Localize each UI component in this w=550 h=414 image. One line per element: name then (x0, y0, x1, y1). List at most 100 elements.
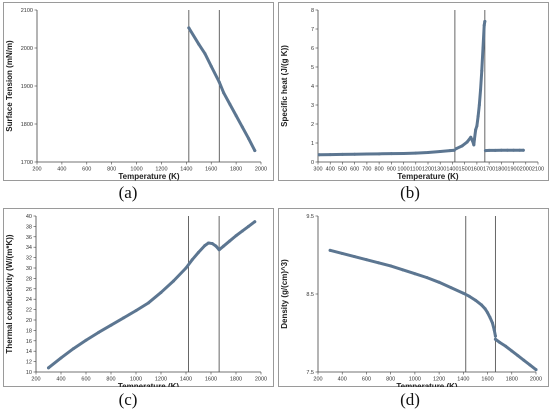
data-point (438, 150, 442, 154)
data-point (469, 135, 473, 139)
data-point (240, 229, 244, 233)
data-point (492, 328, 496, 332)
data-point (414, 151, 418, 155)
x-tick-label: 600 (81, 377, 90, 383)
y-tick-label: 14 (26, 349, 32, 355)
data-point (234, 114, 238, 118)
x-tick-label: 400 (326, 167, 335, 173)
data-point (488, 315, 492, 319)
series-line (317, 148, 456, 157)
x-tick-label: 600 (82, 167, 91, 173)
data-point (505, 148, 509, 152)
y-tick-label: 20 (26, 318, 32, 324)
data-point (59, 356, 63, 360)
y-axis-label: Density (g/(cm)^3) (280, 259, 289, 329)
data-point (197, 42, 201, 46)
x-tick-label: 1000 (397, 167, 409, 173)
data-point (490, 321, 494, 325)
data-point (483, 307, 487, 311)
y-tick-label: 8.5 (306, 292, 314, 298)
data-point (234, 234, 238, 238)
y-tick-label: 10 (26, 370, 32, 376)
y-tick-label: 40 (26, 214, 32, 220)
data-point (476, 114, 480, 118)
x-tick-label: 400 (338, 377, 347, 383)
y-tick-label: 1700 (21, 160, 33, 166)
data-point (425, 276, 429, 280)
data-point (498, 340, 502, 344)
y-axis-label: Surface Tension (mN/m) (5, 40, 14, 132)
y-tick-label: 2 (311, 122, 314, 128)
data-point (402, 151, 406, 155)
y-tick-label: 6 (311, 46, 314, 52)
data-point (401, 268, 405, 272)
x-tick-label: 200 (31, 377, 40, 383)
data-point (472, 143, 476, 147)
x-tick-label: 1000 (130, 377, 142, 383)
y-tick-label: 8 (311, 8, 314, 14)
y-tick-label: 1800 (21, 122, 33, 128)
y-tick-label: 1900 (21, 84, 33, 90)
data-point (247, 224, 250, 228)
data-point (328, 153, 332, 157)
data-point (159, 290, 163, 294)
data-point (340, 251, 344, 255)
data-point (222, 244, 225, 248)
data-point (510, 349, 514, 353)
x-tick-label: 400 (57, 167, 66, 173)
x-tick-label: 200 (313, 377, 322, 383)
x-tick-label: 800 (386, 377, 395, 383)
x-tick-label: 2100 (532, 167, 544, 173)
y-tick-label: 38 (26, 224, 32, 230)
data-point (493, 334, 497, 338)
data-point (479, 88, 483, 92)
data-point (187, 26, 191, 30)
data-point (217, 248, 221, 252)
x-tick-label: 1700 (483, 167, 495, 173)
data-point (47, 366, 50, 370)
y-axis-label: Specific heat (J/(g K)) (280, 45, 289, 127)
x-tick-label: 1200 (433, 377, 445, 383)
data-point (471, 139, 475, 143)
x-axis-label: Temperature (K) (118, 382, 180, 387)
x-tick-label: 1800 (230, 377, 242, 383)
data-point (534, 368, 538, 372)
y-tick-label: 26 (26, 287, 32, 293)
y-tick-label: 7.5 (306, 370, 314, 376)
x-tick-label: 1400 (446, 167, 458, 173)
x-tick-label: 1800 (230, 167, 242, 173)
data-point (317, 153, 321, 157)
y-tick-label: 28 (26, 276, 32, 282)
series-line (454, 19, 487, 151)
x-tick-label: 700 (362, 167, 371, 173)
data-point (72, 347, 75, 351)
data-point (493, 337, 497, 341)
data-point (482, 23, 486, 27)
y-tick-label: 1 (311, 141, 314, 147)
x-axis-label: Temperature (K) (396, 382, 458, 387)
data-point (97, 330, 100, 334)
data-point (473, 298, 477, 302)
x-tick-label: 1400 (457, 377, 469, 383)
y-tick-label: 32 (26, 256, 32, 262)
data-point (448, 149, 452, 153)
x-tick-label: 1600 (205, 167, 217, 173)
data-point (461, 291, 465, 295)
x-tick-label: 1600 (471, 167, 483, 173)
data-point (122, 316, 125, 320)
data-point (475, 124, 479, 128)
data-point (203, 52, 207, 56)
x-tick-label: 1800 (506, 377, 518, 383)
chart-a-frame (3, 2, 274, 181)
x-tick-label: 1500 (459, 167, 471, 173)
data-point (365, 152, 369, 156)
x-tick-label: 1200 (422, 167, 434, 173)
x-tick-label: 900 (387, 167, 396, 173)
chart-d-frame (278, 208, 549, 387)
data-point (377, 261, 381, 265)
data-point (480, 303, 483, 307)
x-tick-label: 2000 (530, 377, 542, 383)
data-point (528, 363, 532, 367)
data-point (465, 140, 469, 144)
data-point (460, 144, 464, 148)
